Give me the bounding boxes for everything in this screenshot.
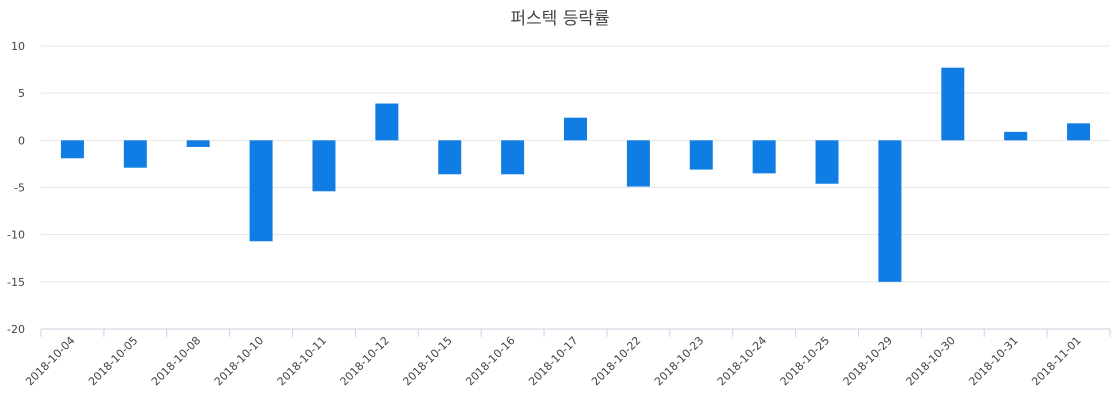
x-tick-label: 2018-10-15 bbox=[400, 334, 454, 388]
x-tick-label: 2018-10-24 bbox=[715, 334, 769, 388]
bar bbox=[312, 140, 336, 192]
y-tick-label: -5 bbox=[14, 182, 25, 195]
y-tick-label: 10 bbox=[11, 40, 25, 53]
bar bbox=[375, 103, 399, 141]
y-tick-label: -15 bbox=[7, 276, 25, 289]
y-axis-ticks: 10 5 0 -5 -10 -15 -20 bbox=[7, 40, 25, 336]
x-tick-label: 2018-10-25 bbox=[778, 334, 832, 388]
x-axis: 2018-10-04 2018-10-05 2018-10-08 2018-10-10… bbox=[23, 328, 1111, 388]
chart-title: 퍼스텍 등락률 bbox=[510, 9, 609, 29]
bar bbox=[689, 140, 713, 170]
bar bbox=[626, 140, 650, 187]
bar bbox=[501, 140, 525, 175]
x-tick-label: 2018-10-08 bbox=[149, 334, 203, 388]
bars bbox=[60, 67, 1091, 282]
bar bbox=[1004, 131, 1028, 141]
bar bbox=[249, 140, 273, 242]
bar bbox=[564, 117, 587, 141]
bar bbox=[1067, 123, 1091, 141]
bar bbox=[186, 140, 210, 147]
y-tick-label: -20 bbox=[7, 323, 25, 336]
x-tick-label: 2018-10-11 bbox=[275, 334, 329, 388]
x-tick-label: 2018-11-01 bbox=[1029, 334, 1083, 388]
x-tick-label: 2018-10-17 bbox=[526, 334, 580, 388]
x-tick-label: 2018-10-30 bbox=[904, 334, 958, 388]
bar bbox=[815, 140, 839, 184]
x-tick-label: 2018-10-31 bbox=[966, 334, 1020, 388]
bar bbox=[752, 140, 776, 174]
bar bbox=[941, 67, 965, 141]
x-tick-label: 2018-10-23 bbox=[652, 334, 706, 388]
x-tick-label: 2018-10-10 bbox=[212, 334, 266, 388]
bar bbox=[60, 140, 84, 159]
bar bbox=[123, 140, 147, 168]
y-tick-label: 0 bbox=[18, 134, 25, 147]
y-tick-label: -10 bbox=[7, 229, 25, 242]
x-tick-label: 2018-10-04 bbox=[23, 334, 77, 388]
bar bbox=[878, 140, 902, 282]
x-tick-label: 2018-10-22 bbox=[589, 334, 643, 388]
x-tick-label: 2018-10-29 bbox=[841, 334, 895, 388]
y-tick-label: 5 bbox=[18, 87, 25, 100]
x-tick-label: 2018-10-05 bbox=[86, 334, 140, 388]
x-tick-label: 2018-10-16 bbox=[463, 334, 517, 388]
x-tick-label: 2018-10-12 bbox=[338, 334, 392, 388]
bar bbox=[438, 140, 462, 175]
